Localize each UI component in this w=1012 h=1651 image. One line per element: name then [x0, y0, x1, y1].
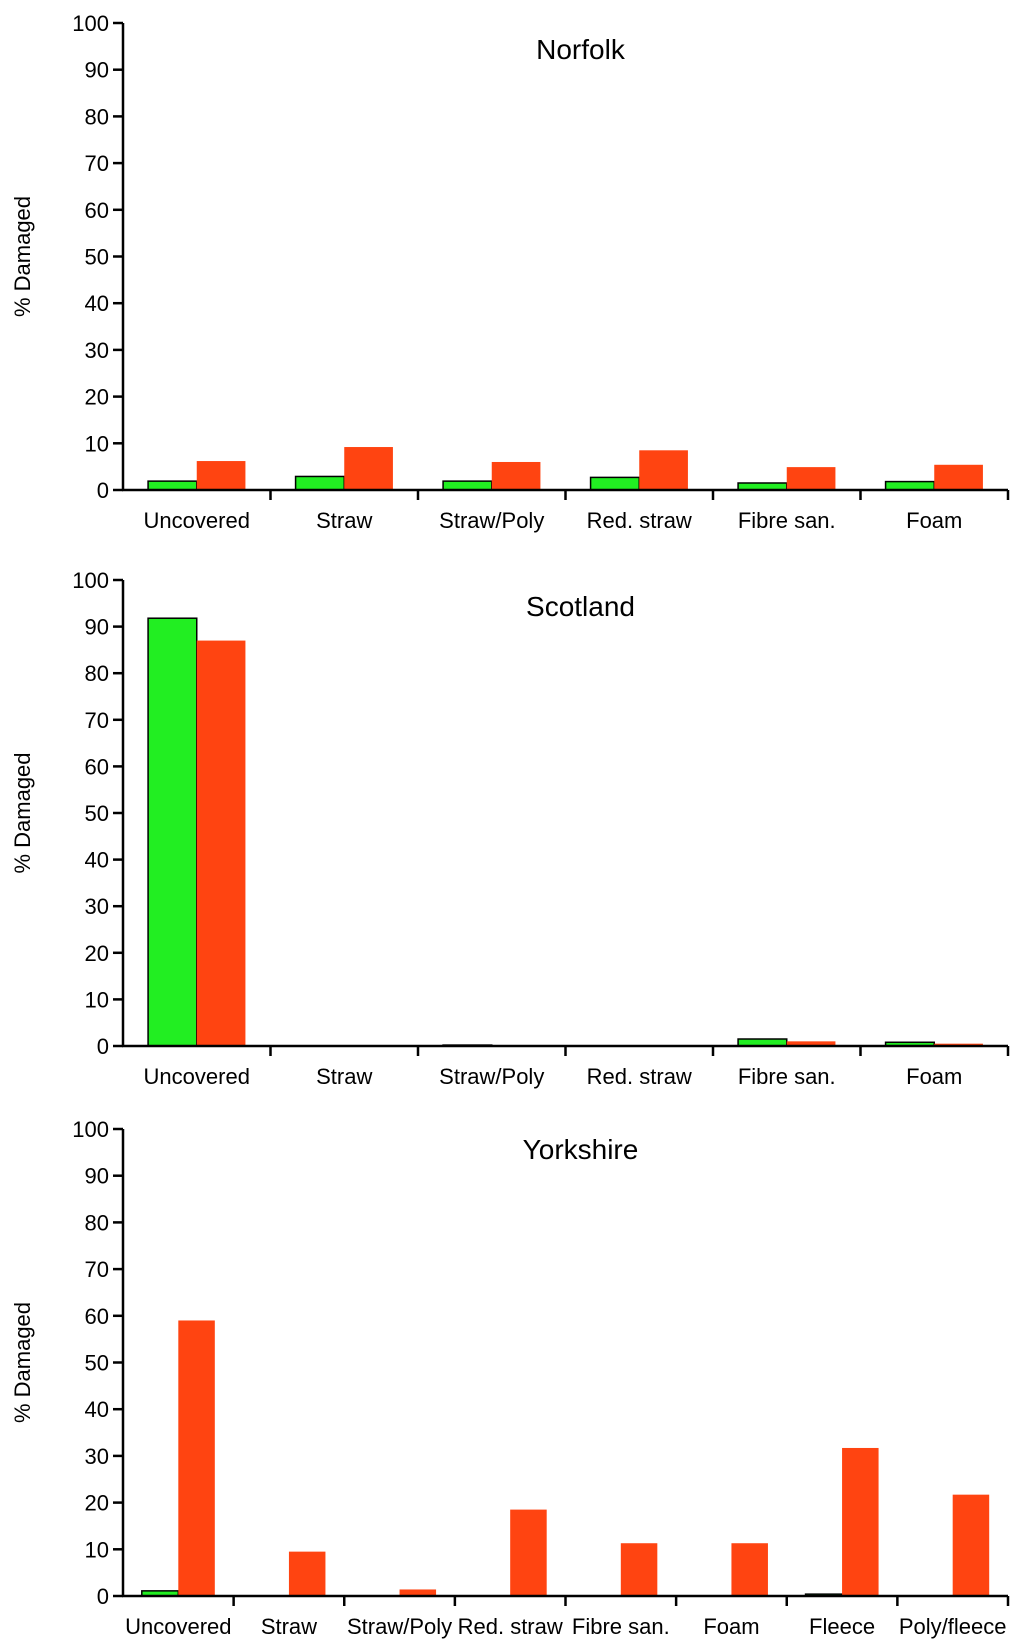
bar-series-2 — [178, 1320, 215, 1596]
bar-series-2 — [842, 1447, 879, 1596]
y-tick-label: 0 — [97, 1034, 109, 1059]
y-tick-label: 0 — [97, 478, 109, 503]
x-category-label: Straw — [316, 1064, 372, 1089]
chart-panel-1: Scotland % Damaged 0 10 20 30 40 50 60 70 80 90 100 U… — [10, 568, 1010, 1089]
y-tick-label: 50 — [85, 245, 109, 270]
y-axis-title: % Damaged — [10, 1302, 35, 1423]
bar-series-1 — [442, 480, 493, 491]
x-category-label: Foam — [906, 508, 962, 533]
y-tick-label: 80 — [85, 661, 109, 686]
x-category-label: Uncovered — [144, 1064, 250, 1089]
y-tick-label: 90 — [85, 615, 109, 640]
y-tick-label: 50 — [85, 801, 109, 826]
bar-series-1 — [294, 475, 346, 491]
bar-series-2 — [731, 1543, 768, 1596]
y-tick-label: 20 — [85, 941, 109, 966]
y-tick-label: 100 — [72, 11, 109, 36]
chart-panel-0: Norfolk % Damaged 0 10 20 30 40 50 60 70 80 90 100 Un… — [10, 11, 1010, 533]
chart-title: Yorkshire — [523, 1134, 639, 1165]
bar-series-2 — [639, 450, 688, 490]
x-category-label: Red. straw — [458, 1614, 563, 1639]
x-category-label: Uncovered — [144, 508, 250, 533]
x-category-label: Foam — [906, 1064, 962, 1089]
bar-series-2 — [934, 464, 983, 490]
x-category-label: Straw — [316, 508, 372, 533]
x-category-label: Foam — [703, 1614, 759, 1639]
y-tick-label: 20 — [85, 1491, 109, 1516]
bar-series-2 — [196, 640, 246, 1046]
bar-series-1 — [147, 617, 198, 1047]
y-tick-label: 80 — [85, 1210, 109, 1235]
bar-series-2 — [510, 1509, 547, 1596]
y-tick-label: 60 — [85, 1304, 109, 1329]
bar-series-2 — [399, 1589, 437, 1596]
y-tick-label: 70 — [85, 1257, 109, 1282]
bar-series-1 — [589, 476, 641, 491]
y-tick-label: 100 — [72, 1117, 109, 1142]
y-tick-label: 60 — [85, 198, 109, 223]
x-category-label: Poly/fleece — [899, 1614, 1007, 1639]
bar-series-2 — [620, 1543, 658, 1596]
x-category-label: Straw/Poly — [439, 508, 544, 533]
y-tick-label: 10 — [85, 1537, 109, 1562]
bar-series-1 — [884, 480, 936, 491]
bar-series-2 — [288, 1551, 326, 1596]
y-tick-label: 0 — [97, 1584, 109, 1609]
bar-series-2 — [952, 1494, 990, 1596]
x-category-label: Straw/Poly — [347, 1614, 452, 1639]
y-tick-label: 30 — [85, 1444, 109, 1469]
x-category-label: Uncovered — [125, 1614, 231, 1639]
bar-series-2 — [344, 447, 393, 490]
x-category-label: Red. straw — [587, 1064, 692, 1089]
x-category-label: Red. straw — [587, 508, 692, 533]
y-tick-label: 90 — [85, 1164, 109, 1189]
chart-title: Scotland — [526, 591, 635, 622]
y-tick-label: 30 — [85, 894, 109, 919]
x-category-label: Straw/Poly — [439, 1064, 544, 1089]
y-tick-label: 60 — [85, 754, 109, 779]
bar-series-2 — [786, 467, 836, 490]
chart-panel-2: Yorkshire % Damaged 0 10 20 30 40 50 60 70 80 90 100… — [10, 1117, 1010, 1639]
y-tick-label: 40 — [85, 848, 109, 873]
y-tick-label: 80 — [85, 104, 109, 129]
y-tick-label: 20 — [85, 385, 109, 410]
x-category-label: Fleece — [809, 1614, 875, 1639]
y-tick-label: 30 — [85, 338, 109, 363]
y-tick-label: 100 — [72, 568, 109, 593]
y-tick-label: 40 — [85, 1397, 109, 1422]
bar-series-2 — [196, 461, 246, 490]
x-category-label: Straw — [261, 1614, 317, 1639]
y-tick-label: 10 — [85, 431, 109, 456]
y-axis-title: % Damaged — [10, 196, 35, 317]
bar-series-1 — [147, 480, 198, 491]
bar-series-2 — [786, 1041, 836, 1046]
y-axis-title: % Damaged — [10, 752, 35, 873]
y-tick-label: 90 — [85, 58, 109, 83]
y-tick-label: 70 — [85, 708, 109, 733]
y-tick-label: 10 — [85, 987, 109, 1012]
x-category-label: Fibre san. — [738, 508, 836, 533]
y-tick-label: 50 — [85, 1351, 109, 1376]
x-category-label: Fibre san. — [572, 1614, 670, 1639]
y-tick-label: 40 — [85, 291, 109, 316]
y-tick-label: 70 — [85, 151, 109, 176]
bar-series-2 — [491, 461, 541, 490]
x-category-label: Fibre san. — [738, 1064, 836, 1089]
chart-title: Norfolk — [536, 34, 626, 65]
